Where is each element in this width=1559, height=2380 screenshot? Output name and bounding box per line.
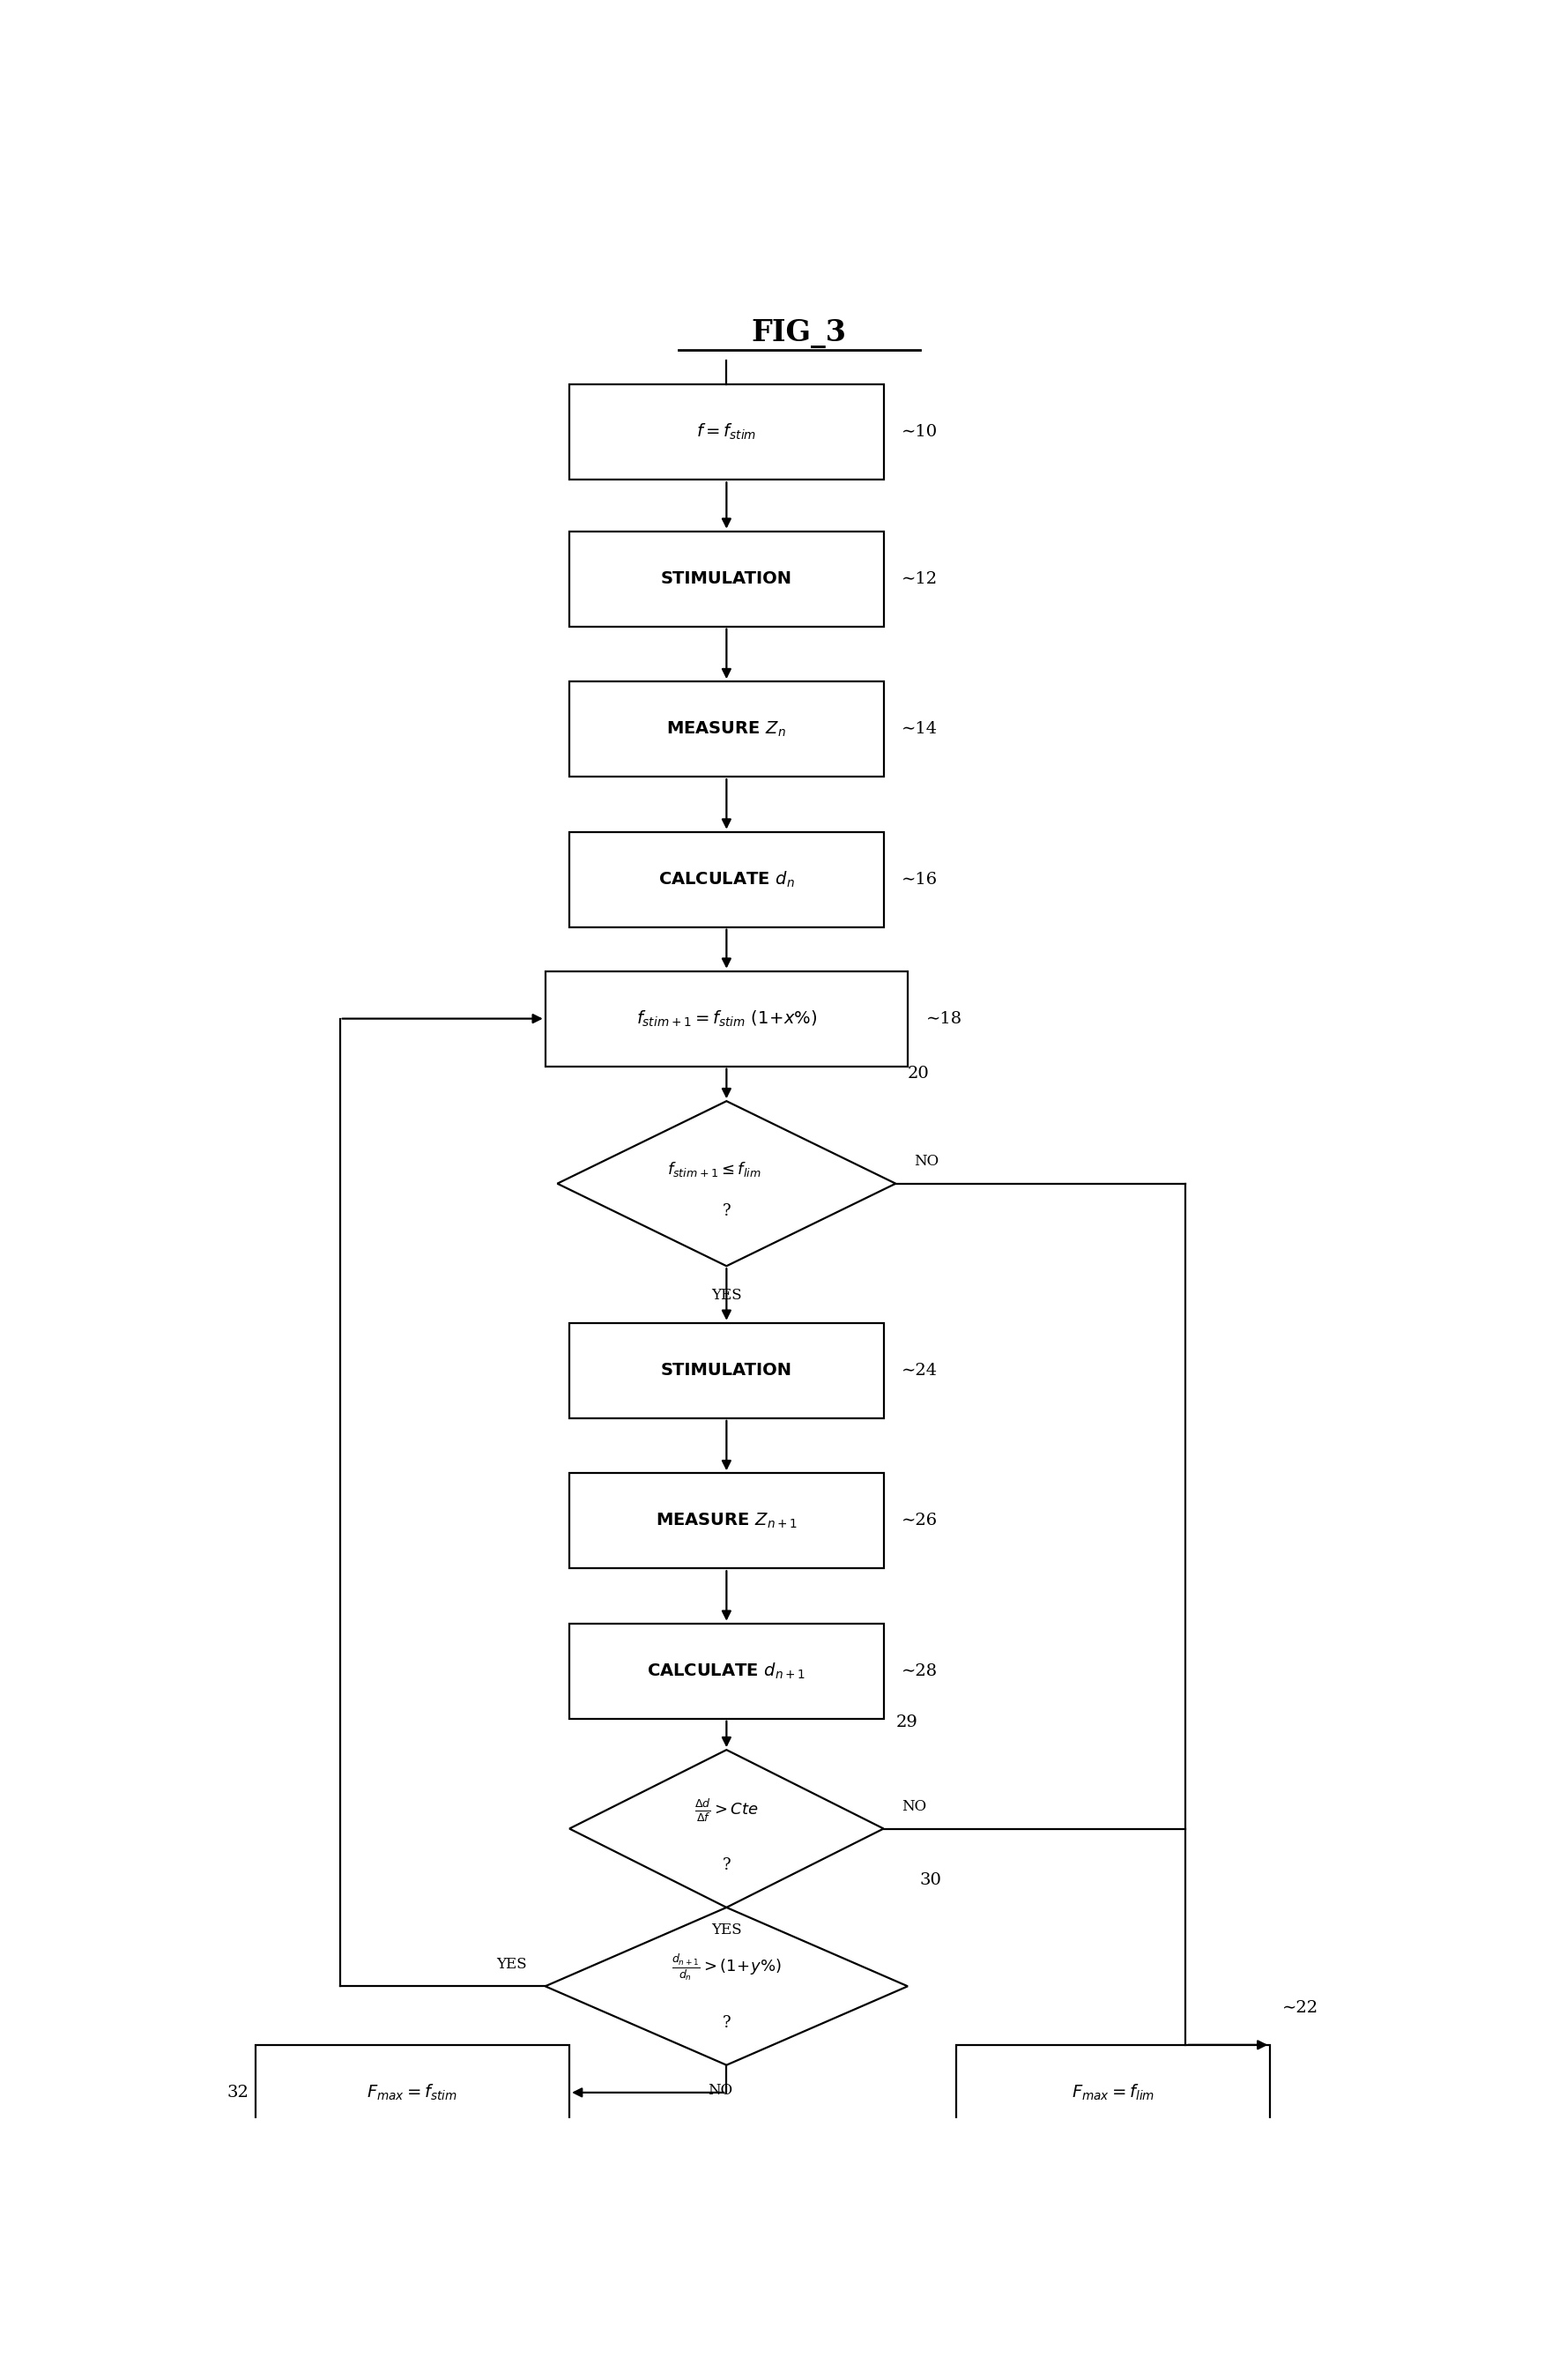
Bar <box>956 2044 1271 2140</box>
Text: $\frac{d_{n+1}}{d_n} > (1\!+\!y\%)$: $\frac{d_{n+1}}{d_n} > (1\!+\!y\%)$ <box>672 1954 781 1983</box>
Text: ∼28: ∼28 <box>901 1664 939 1678</box>
Text: NO: NO <box>708 2082 733 2099</box>
Text: NO: NO <box>901 1799 926 1814</box>
Text: 20: 20 <box>907 1066 929 1081</box>
Bar <box>569 681 884 776</box>
Text: $f = f_{stim}$: $f = f_{stim}$ <box>697 421 756 443</box>
Bar <box>569 1623 884 1718</box>
Text: ∼18: ∼18 <box>926 1012 962 1026</box>
Text: $F_{max} = f_{lim}$: $F_{max} = f_{lim}$ <box>1071 2082 1155 2102</box>
Text: 29: 29 <box>895 1714 918 1730</box>
Text: ?: ? <box>722 2016 731 2030</box>
Bar <box>256 2044 569 2140</box>
Bar <box>569 386 884 481</box>
Bar <box>569 1473 884 1568</box>
Text: CALCULATE $d_n$: CALCULATE $d_n$ <box>658 869 795 890</box>
Bar <box>569 531 884 626</box>
Polygon shape <box>546 1906 907 2066</box>
Text: $f_{stim+1} = f_{stim}\ (1\!+\!x\%)$: $f_{stim+1} = f_{stim}\ (1\!+\!x\%)$ <box>636 1009 817 1028</box>
Text: ∼14: ∼14 <box>901 721 939 738</box>
Text: 30: 30 <box>920 1873 942 1887</box>
Text: ?: ? <box>722 1204 731 1219</box>
Text: MEASURE $Z_{n+1}$: MEASURE $Z_{n+1}$ <box>656 1511 797 1530</box>
Text: ∼22: ∼22 <box>1281 1999 1319 2016</box>
Text: ∼16: ∼16 <box>901 871 939 888</box>
Text: ∼10: ∼10 <box>901 424 939 440</box>
Bar <box>546 971 907 1066</box>
Text: ∼26: ∼26 <box>901 1514 939 1528</box>
Text: YES: YES <box>711 1288 742 1302</box>
Text: ∼12: ∼12 <box>901 571 939 588</box>
Text: 32: 32 <box>228 2085 249 2102</box>
Polygon shape <box>558 1102 895 1266</box>
Text: CALCULATE $d_{n+1}$: CALCULATE $d_{n+1}$ <box>647 1661 806 1680</box>
Text: ∼24: ∼24 <box>901 1364 939 1378</box>
Bar <box>569 831 884 926</box>
Text: MEASURE $Z_n$: MEASURE $Z_n$ <box>667 719 786 738</box>
Text: $F_{max} = f_{stim}$: $F_{max} = f_{stim}$ <box>366 2082 458 2102</box>
Text: FIG_3: FIG_3 <box>751 319 847 347</box>
Text: YES: YES <box>497 1956 527 1971</box>
Text: STIMULATION: STIMULATION <box>661 1361 792 1378</box>
Text: $\frac{\Delta d}{\Delta f} > Cte$: $\frac{\Delta d}{\Delta f} > Cte$ <box>694 1797 759 1823</box>
Text: YES: YES <box>711 1923 742 1937</box>
Bar <box>569 1323 884 1418</box>
Text: NO: NO <box>914 1154 939 1169</box>
Text: STIMULATION: STIMULATION <box>661 571 792 588</box>
Text: $f_{stim+1} \leq f_{lim}$: $f_{stim+1} \leq f_{lim}$ <box>667 1159 761 1178</box>
Polygon shape <box>569 1749 884 1906</box>
Text: ?: ? <box>722 1856 731 1873</box>
